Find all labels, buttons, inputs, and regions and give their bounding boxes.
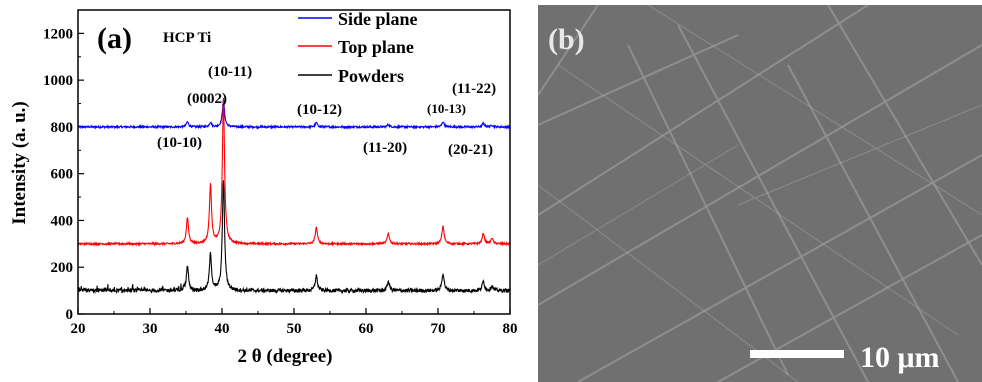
axis-ticks <box>77 32 511 315</box>
y-axis-label: Intensity (a. u.) <box>9 101 30 225</box>
y-tick-label: 800 <box>51 120 74 136</box>
peak-label-0002: (0002) <box>187 91 227 107</box>
y-tick-label: 400 <box>51 213 74 229</box>
legend-label-top-plane: Top plane <box>338 37 414 57</box>
y-tick-label: 600 <box>51 167 74 183</box>
scale-bar-label: 10 μm <box>860 341 940 374</box>
series-line-powders <box>77 180 511 295</box>
y-tick-label: 200 <box>51 260 74 276</box>
series-line-side-plane <box>77 99 511 130</box>
plot-frame <box>77 9 511 315</box>
series-layer <box>77 97 511 295</box>
peak-label-10-10: (10-10) <box>157 135 202 151</box>
peak-labels: (10-10) (0002) (10-11) (10-12) (11-20) (… <box>157 64 496 158</box>
peak-label-10-13: (10-13) <box>427 101 466 116</box>
legend-label-side-plane: Side plane <box>338 9 418 29</box>
sem-scratches <box>538 5 982 382</box>
peak-label-11-20: (11-20) <box>363 140 407 156</box>
peak-label-10-11: (10-11) <box>208 64 252 80</box>
y-tick-label: 0 <box>66 307 74 323</box>
x-tick-label: 70 <box>431 321 446 337</box>
y-tick-label: 1000 <box>43 73 73 89</box>
x-tick-label: 50 <box>287 321 302 337</box>
legend-label-powders: Powders <box>338 66 404 86</box>
panel-label-b: (b) <box>548 23 585 56</box>
x-tick-label: 20 <box>71 321 86 337</box>
series-line-top-plane <box>77 97 511 247</box>
sem-fine-scratches <box>538 5 982 382</box>
peak-label-11-22: (11-22) <box>452 81 496 97</box>
peak-label-20-21: (20-21) <box>448 142 493 158</box>
legend: Side plane Top plane Powders <box>298 9 418 86</box>
sem-micrograph: (b) 10 μm <box>538 5 982 382</box>
y-tick-label: 1200 <box>43 26 73 42</box>
panel-label-a: (a) <box>97 22 132 55</box>
x-axis-label: 2 θ (degree) <box>237 346 332 367</box>
x-tick-label: 60 <box>359 321 374 337</box>
peak-label-10-12: (10-12) <box>297 102 342 118</box>
annotation-hcp-ti: HCP Ti <box>163 30 211 46</box>
x-tick-label: 30 <box>143 321 158 337</box>
scale-bar <box>750 350 844 358</box>
x-tick-label: 40 <box>215 321 230 337</box>
x-tick-label: 80 <box>503 321 518 337</box>
